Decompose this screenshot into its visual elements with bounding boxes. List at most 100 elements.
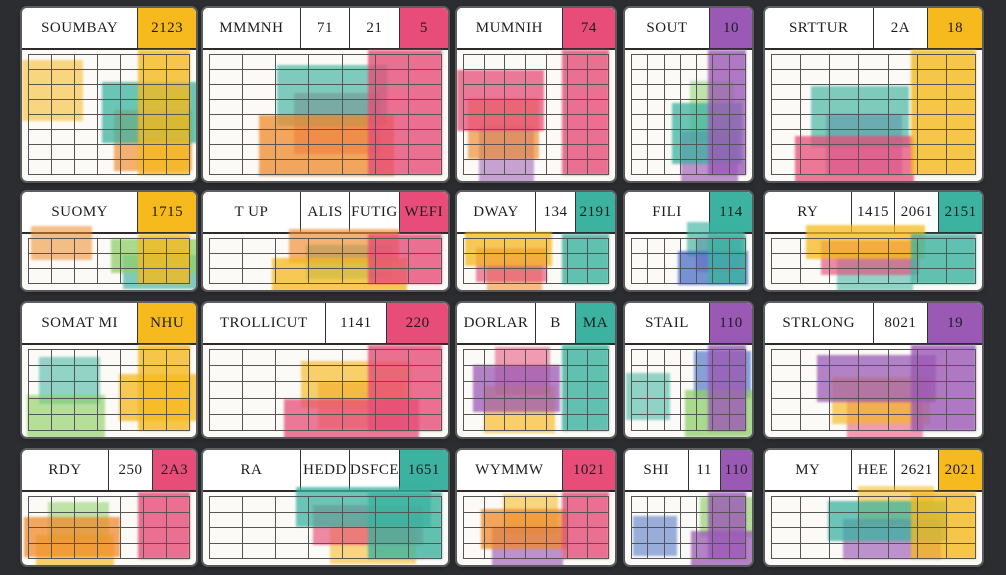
calendar-day-cell [210, 115, 244, 130]
calendar-day-cell [830, 70, 860, 85]
calendar-header-cell: 2061 [895, 192, 940, 232]
calendar-header-label: FILI [652, 203, 682, 220]
calendar-header: T UP ALIS FUTIG WEFI [203, 192, 448, 234]
calendar-day-cell [29, 239, 52, 254]
calendar-day-cell [830, 130, 860, 145]
calendar-card: SOUMBAY 2123 [22, 8, 196, 181]
calendar-day-cell [729, 528, 746, 544]
calendar-day-cell [408, 254, 442, 269]
calendar-header: SRTTUR 2A 18 [765, 8, 982, 50]
calendar-day-cell [772, 254, 802, 269]
calendar-day-cell [276, 512, 310, 528]
calendar-day-cell [210, 398, 244, 415]
calendar-day-cell [713, 528, 730, 544]
calendar-day-cell [697, 115, 714, 130]
calendar-day-cell [859, 100, 889, 115]
calendar-header: RDY 250 2A3 [22, 450, 196, 492]
calendar-day-cell [98, 254, 121, 269]
calendar-day-cell [167, 130, 190, 145]
calendar-header-label: 1415 [856, 203, 889, 220]
calendar-day-cell [210, 160, 244, 175]
calendar-day-cell [888, 414, 918, 431]
calendar-card: STRLONG 8021 19 [765, 303, 982, 437]
calendar-day-cell [946, 414, 976, 431]
calendar-card: SUOMY 1715 [22, 192, 196, 290]
calendar-day-cell [210, 382, 244, 399]
calendar-day-cell [75, 115, 98, 130]
calendar-day-cell [121, 239, 144, 254]
calendar-day-cell [75, 85, 98, 100]
calendar-day-cell [546, 512, 568, 528]
calendar-day-cell [167, 115, 190, 130]
calendar-day-cell [484, 145, 506, 160]
calendar-day-cell [546, 160, 568, 175]
calendar-day-cell [29, 254, 52, 269]
calendar-day-cell [52, 543, 75, 559]
calendar-grid [28, 496, 190, 559]
calendar-day-cell [243, 85, 277, 100]
calendar-day-cell [75, 543, 98, 559]
calendar-day-cell [144, 239, 167, 254]
calendar-day-cell [946, 269, 976, 284]
calendar-day-cell [98, 398, 121, 415]
calendar-day-cell [567, 254, 589, 269]
calendar-day-cell [917, 100, 947, 115]
calendar-day-cell [276, 85, 310, 100]
calendar-header: SOMAT MI NHU [22, 303, 196, 345]
calendar-day-cell [859, 366, 889, 383]
calendar-day-cell [276, 269, 310, 284]
calendar-day-cell [342, 382, 376, 399]
calendar-day-cell [52, 130, 75, 145]
calendar-header-cell: DORLAR [457, 303, 536, 343]
calendar-day-cell [830, 269, 860, 284]
calendar-day-cell [144, 382, 167, 399]
calendar-header-cell: NHU [138, 303, 196, 343]
calendar-day-cell [144, 160, 167, 175]
calendar-day-cell [309, 382, 343, 399]
calendar-header-label: 1651 [407, 461, 440, 478]
calendar-grid [463, 238, 609, 284]
calendar-day-cell [697, 512, 714, 528]
calendar-day-cell [342, 528, 376, 544]
calendar-day-cell [697, 85, 714, 100]
calendar-day-cell [505, 398, 527, 415]
calendar-day-cell [588, 543, 609, 559]
calendar-day-cell [588, 239, 609, 254]
calendar-day-cell [505, 350, 527, 367]
calendar-day-cell [75, 160, 98, 175]
calendar-day-cell [830, 528, 860, 544]
calendar-day-cell [526, 528, 547, 544]
calendar-day-cell [75, 100, 98, 115]
calendar-day-cell [888, 100, 918, 115]
calendar-day-cell [342, 350, 376, 367]
calendar-day-cell [75, 398, 98, 415]
calendar-header-label: NHU [150, 314, 185, 331]
calendar-day-cell [408, 115, 442, 130]
calendar-header-cell: 110 [710, 303, 752, 343]
calendar-day-cell [210, 543, 244, 559]
calendar-day-cell [375, 254, 409, 269]
calendar-header-cell: 74 [562, 8, 615, 48]
calendar-grid [463, 54, 609, 175]
calendar-grid [631, 54, 746, 175]
calendar-grid [771, 496, 976, 559]
calendar-day-cell [408, 512, 442, 528]
calendar-day-cell [464, 528, 485, 544]
calendar-day-cell [29, 528, 52, 544]
calendar-day-cell [946, 528, 976, 544]
calendar-header-cell: FUTIG [350, 192, 400, 232]
calendar-day-cell [484, 70, 506, 85]
calendar-card: SHI 11 110 [625, 450, 752, 565]
calendar-day-cell [859, 254, 889, 269]
calendar-day-cell [697, 543, 714, 559]
calendar-day-cell [526, 398, 547, 415]
calendar-day-cell [801, 350, 831, 367]
calendar-day-cell [144, 350, 167, 367]
calendar-day-cell [830, 543, 860, 559]
calendar-day-cell [859, 55, 889, 70]
calendar-day-cell [888, 130, 918, 145]
calendar-day-cell [546, 85, 568, 100]
calendar-day-cell [408, 55, 442, 70]
calendar-day-cell [588, 350, 609, 367]
calendar-day-cell [309, 543, 343, 559]
